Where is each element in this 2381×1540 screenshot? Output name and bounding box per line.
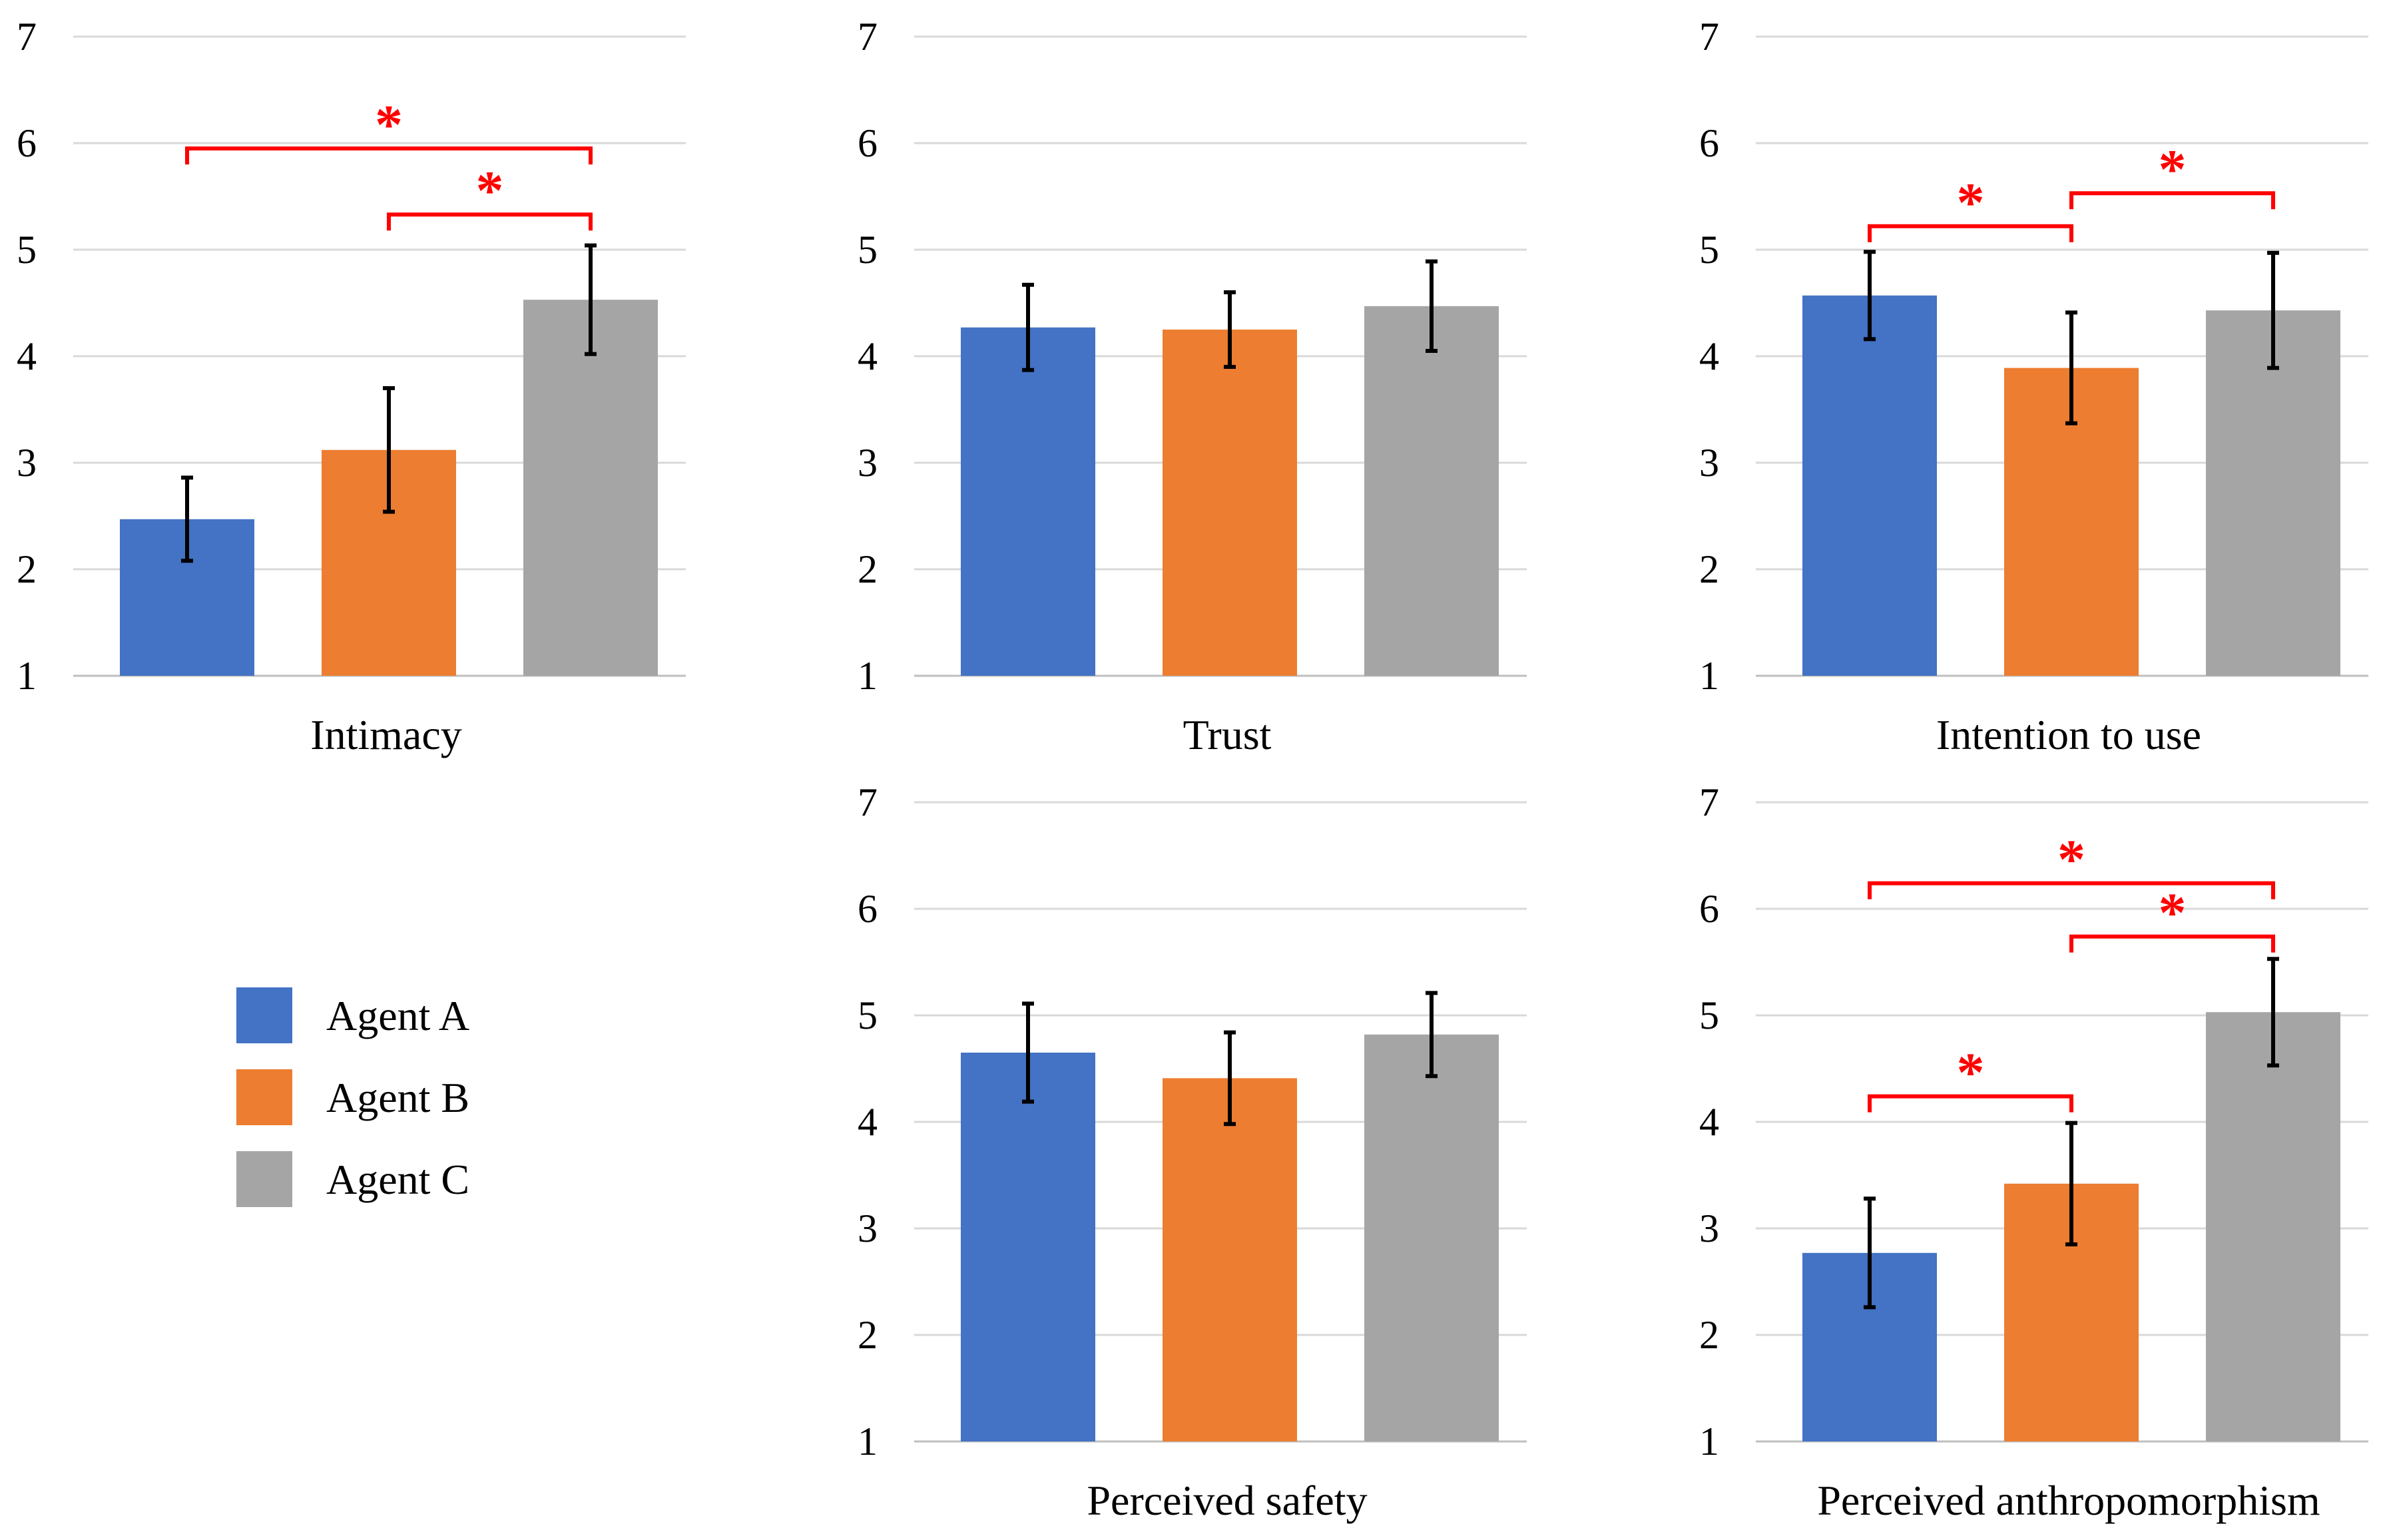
y-tick-label: 4: [17, 334, 37, 378]
x-axis-label: Perceived safety: [1087, 1477, 1367, 1524]
bar-agent-c: [2206, 1012, 2340, 1441]
y-tick-label: 6: [858, 887, 878, 931]
significance-bracket: [2069, 934, 2275, 953]
y-tick-label: 2: [1699, 1313, 1719, 1357]
y-tick-label: 3: [1699, 441, 1719, 485]
significance-asterisk: *: [2159, 882, 2187, 944]
significance-asterisk: *: [476, 160, 504, 222]
chart-panel-3: 1 2 3 4 5 6 7 * * Intention to use: [1699, 15, 2368, 758]
y-tick-label: 6: [1699, 121, 1719, 165]
y-tick-label: 3: [858, 441, 878, 485]
x-axis-label: Trust: [1183, 711, 1272, 758]
legend-swatch-agent-c: [236, 1151, 292, 1207]
y-tick-label: 7: [1699, 15, 1719, 59]
legend-swatch-agent-a: [236, 987, 292, 1043]
y-tick-label: 2: [858, 1313, 878, 1357]
chart-panel-5: 1 2 3 4 5 6 7 * * * Perceived anthropomorphism: [1699, 780, 2368, 1524]
chart-panel-4: 1 2 3 4 5 6 7 Perceived safety: [858, 780, 1527, 1524]
y-tick-label: 5: [1699, 993, 1719, 1037]
y-tick-label: 1: [858, 654, 878, 698]
significance-bracket: [1868, 1094, 2073, 1113]
y-tick-label: 4: [858, 334, 878, 378]
significance-bracket: [1868, 881, 2275, 899]
y-tick-label: 7: [17, 15, 37, 59]
y-tick-label: 4: [1699, 334, 1719, 378]
bar-agent-a: [961, 327, 1095, 676]
legend-label: Agent A: [326, 992, 469, 1039]
y-tick-label: 5: [17, 228, 37, 272]
significance-bracket: [387, 212, 593, 231]
significance-asterisk: *: [1957, 1042, 1985, 1104]
y-tick-label: 1: [1699, 1419, 1719, 1463]
y-tick-label: 2: [1699, 547, 1719, 591]
bar-agent-b: [1163, 1078, 1297, 1441]
legend-label: Agent C: [326, 1156, 469, 1203]
y-tick-label: 1: [1699, 654, 1719, 698]
significance-asterisk: *: [2159, 138, 2187, 200]
significance-asterisk: *: [375, 94, 403, 156]
y-tick-label: 7: [858, 15, 878, 59]
y-tick-label: 4: [858, 1100, 878, 1144]
significance-bracket: [1868, 224, 2073, 242]
y-tick-label: 3: [17, 441, 37, 485]
y-tick-label: 7: [1699, 780, 1719, 824]
bar-agent-c: [1364, 306, 1499, 676]
y-tick-label: 2: [858, 547, 878, 591]
y-tick-label: 4: [1699, 1100, 1719, 1144]
x-axis-label: Perceived anthropomorphism: [1817, 1477, 2320, 1524]
significance-bracket: [2069, 191, 2275, 210]
y-tick-label: 3: [1699, 1206, 1719, 1250]
significance-asterisk: *: [1957, 172, 1985, 234]
significance-asterisk: *: [2057, 829, 2085, 891]
y-tick-label: 6: [1699, 887, 1719, 931]
y-tick-label: 1: [858, 1419, 878, 1463]
legend-label: Agent B: [326, 1074, 469, 1121]
y-tick-label: 1: [17, 654, 37, 698]
bar-agent-a: [961, 1053, 1095, 1441]
bar-agent-b: [1163, 330, 1297, 676]
y-tick-label: 5: [1699, 228, 1719, 272]
x-axis-label: Intimacy: [310, 711, 461, 758]
y-tick-label: 5: [858, 228, 878, 272]
bar-agent-c: [2206, 310, 2340, 676]
y-tick-label: 6: [858, 121, 878, 165]
y-tick-label: 5: [858, 993, 878, 1037]
y-tick-label: 3: [858, 1206, 878, 1250]
y-tick-label: 7: [858, 780, 878, 824]
chart-panel-2: 1 2 3 4 5 6 7 Trust: [858, 15, 1527, 758]
bar-agent-a: [1802, 295, 1937, 676]
bar-agent-c: [1364, 1034, 1499, 1441]
y-tick-label: 6: [17, 121, 37, 165]
bar-agent-c: [523, 300, 658, 676]
chart-panel-1: 1 2 3 4 5 6 7 * * Intimacy: [17, 15, 686, 758]
legend-swatch-agent-b: [236, 1069, 292, 1125]
legend: Agent A Agent B Agent C: [236, 987, 469, 1207]
x-axis-label: Intention to use: [1936, 711, 2201, 758]
y-tick-label: 2: [17, 547, 37, 591]
significance-bracket: [185, 146, 593, 164]
